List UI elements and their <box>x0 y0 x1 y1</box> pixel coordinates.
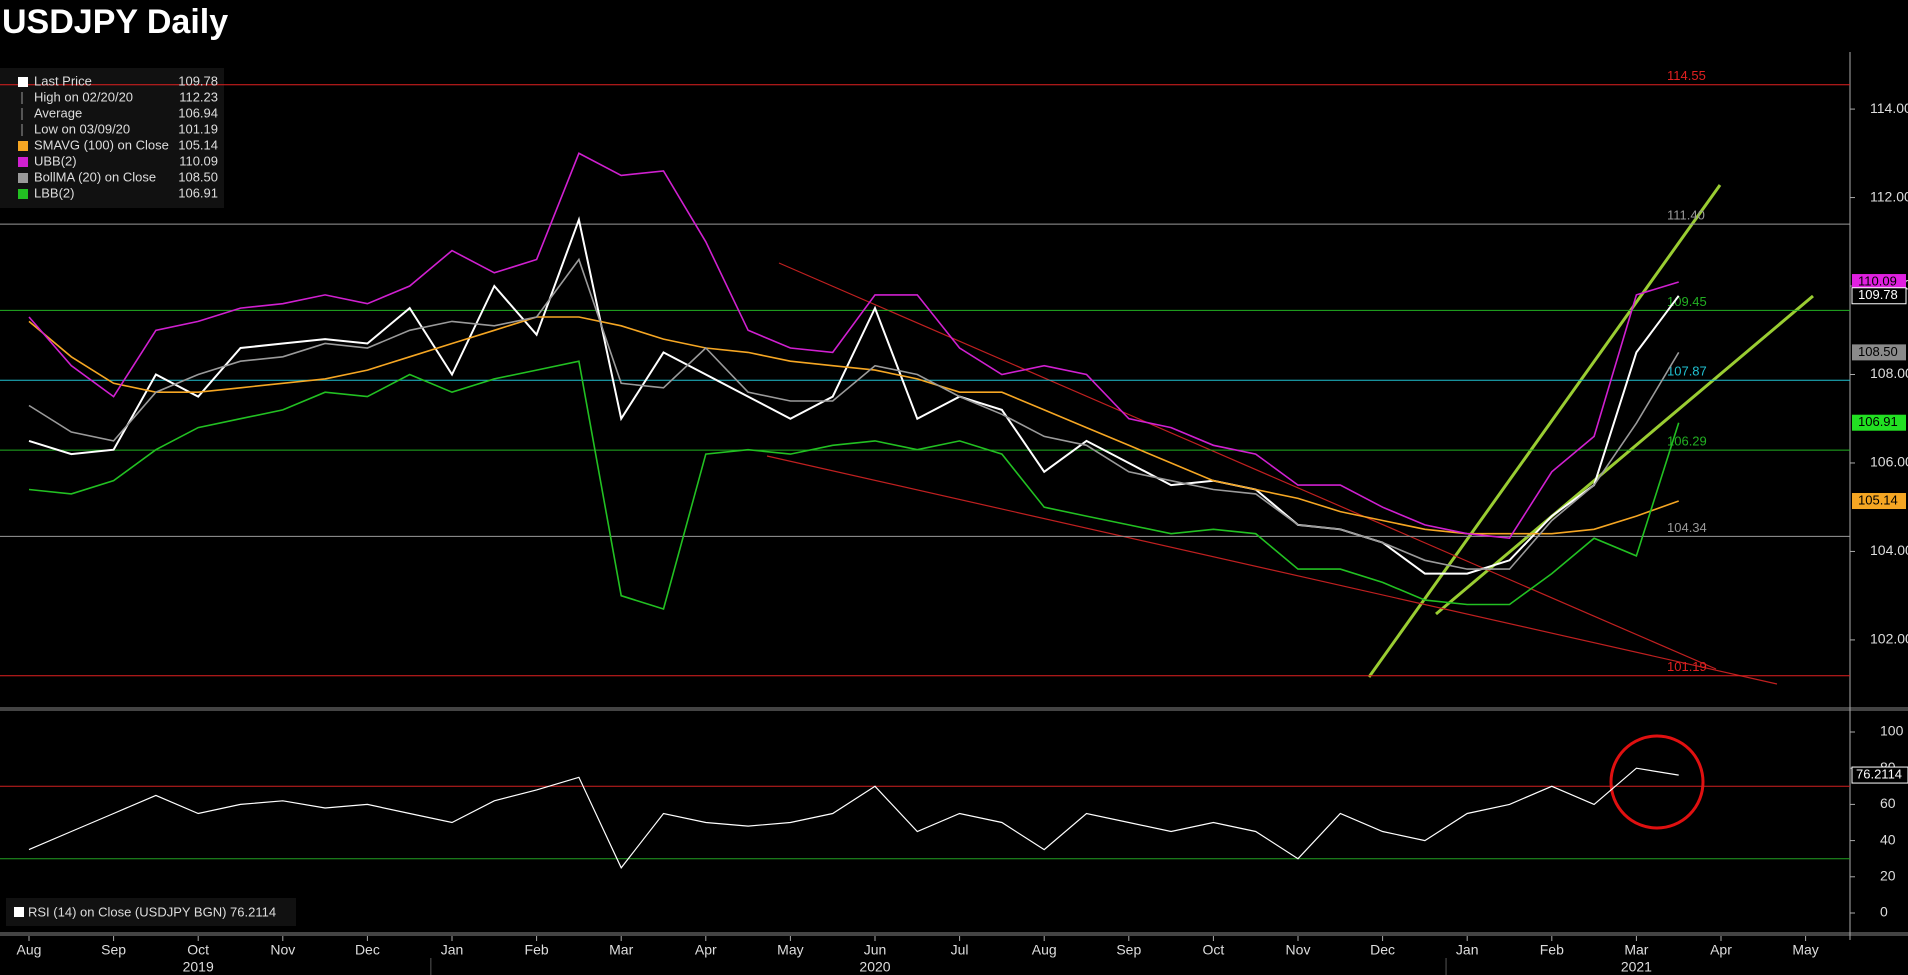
x-tick-label: Feb <box>1540 942 1564 958</box>
price-tag <box>1852 493 1906 510</box>
price-tag-label: 109.78 <box>1858 287 1898 302</box>
price-line <box>28 216 1680 575</box>
y-tick-label: 20 <box>1880 868 1896 884</box>
x-tick-label: Jan <box>1456 942 1479 958</box>
legend-value: 106.94 <box>178 105 218 120</box>
rsi-tag-label: 76.2114 <box>1856 766 1902 781</box>
price-tag <box>1852 344 1906 361</box>
legend-value: 109.78 <box>178 73 218 88</box>
legend-value: 106.91 <box>178 185 218 200</box>
trend-line <box>1367 184 1722 678</box>
x-tick-label: Sep <box>1116 942 1141 958</box>
level-label: 109.45 <box>1667 294 1707 309</box>
level-label: 111.40 <box>1667 208 1705 223</box>
price-tag-label: 110.09 <box>1858 273 1897 288</box>
trend-lines <box>1367 184 1814 678</box>
legend-name: SMAVG (100) on Close <box>34 137 169 152</box>
price-tag <box>1851 287 1907 305</box>
legend-swatch <box>18 141 28 151</box>
year-label: 2019 <box>183 959 214 975</box>
y-tick-label: 102.00 <box>1870 631 1908 647</box>
legend-swatch <box>18 173 28 183</box>
legend-name: BollMA (20) on Close <box>34 169 156 184</box>
price-tag-label: 106.91 <box>1858 414 1898 429</box>
y-tick-label: 100 <box>1880 723 1904 739</box>
x-tick-label: Aug <box>17 942 42 958</box>
x-tick-label: Apr <box>1710 942 1732 958</box>
rsi-tag <box>1851 766 1908 784</box>
x-tick-label: Nov <box>1286 942 1311 958</box>
y-tick-label: 114.00 <box>1870 100 1908 116</box>
legend-swatch <box>14 907 24 917</box>
x-tick-label: Feb <box>525 942 549 958</box>
price-tag <box>1852 274 1906 291</box>
rsi-line <box>28 767 1679 869</box>
y-tick-label: 60 <box>1880 795 1896 811</box>
legend-name: Low on 03/09/20 <box>34 121 130 136</box>
x-tick-label: May <box>777 942 803 958</box>
legend-name: High on 02/20/20 <box>34 89 133 104</box>
level-label: 106.29 <box>1667 434 1707 449</box>
x-tick-label: Jan <box>441 942 464 958</box>
level-label: 104.34 <box>1667 520 1707 535</box>
x-tick-label: Dec <box>1370 942 1395 958</box>
x-tick-label: Nov <box>270 942 295 958</box>
legend-box <box>0 68 224 208</box>
x-tick-label: Oct <box>187 942 209 958</box>
y-tick-label: 112.00 <box>1870 188 1908 204</box>
x-tick-label: Mar <box>1624 942 1648 958</box>
legend-value: 112.23 <box>179 89 218 104</box>
legend-name: LBB(2) <box>34 185 74 200</box>
legend-value: 105.14 <box>178 137 218 152</box>
rsi-legend: RSI (14) on Close (USDJPY BGN) 76.2114 <box>28 904 276 919</box>
legend-swatch <box>18 189 28 199</box>
panel-divider <box>0 707 1908 711</box>
legend-value: 108.50 <box>178 169 218 184</box>
channel-line <box>766 455 1778 685</box>
indicator-line <box>28 316 1679 535</box>
channel-lines <box>766 262 1778 685</box>
y-tick-label: 104.00 <box>1870 542 1908 558</box>
x-tick-label: Apr <box>695 942 717 958</box>
channel-line <box>778 262 1717 670</box>
trend-line <box>1435 294 1814 616</box>
legend-name: Average <box>34 105 82 120</box>
x-tick-label: Sep <box>101 942 126 958</box>
legend-name: Last Price <box>34 73 92 88</box>
indicator-line <box>28 257 1680 570</box>
x-tick-label: Oct <box>1203 942 1225 958</box>
legend-value: 110.09 <box>179 153 218 168</box>
y-tick-label: 40 <box>1880 831 1896 847</box>
price-tag-label: 108.50 <box>1858 344 1898 359</box>
indicator-line <box>28 152 1679 540</box>
x-tick-label: Jun <box>864 942 887 958</box>
x-tick-label: Aug <box>1032 942 1057 958</box>
price-tag-label: 105.14 <box>1858 492 1898 507</box>
rsi-legend-box <box>6 898 296 926</box>
legend-swatch <box>18 77 28 87</box>
level-label: 101.19 <box>1667 659 1707 674</box>
legend-name: UBB(2) <box>34 153 77 168</box>
y-tick-label: 0 <box>1880 904 1888 920</box>
level-label: 114.55 <box>1667 68 1706 83</box>
x-tick-label: May <box>1792 942 1818 958</box>
year-label: 2021 <box>1621 959 1652 975</box>
x-tick-label: Jul <box>951 942 969 958</box>
panel-divider <box>0 932 1908 936</box>
level-label: 107.87 <box>1667 364 1707 379</box>
y-tick-label: 108.00 <box>1870 365 1908 381</box>
chart-title: USDJPY Daily <box>2 3 228 41</box>
indicator-line <box>28 360 1680 611</box>
x-tick-label: Dec <box>355 942 380 958</box>
legend-value: 101.19 <box>178 121 218 136</box>
legend-swatch <box>18 157 28 167</box>
year-label: 2020 <box>859 959 890 975</box>
highlight-circle <box>1609 734 1705 830</box>
x-tick-label: Mar <box>609 942 633 958</box>
y-tick-label: 106.00 <box>1870 454 1908 470</box>
price-tag <box>1852 414 1906 431</box>
